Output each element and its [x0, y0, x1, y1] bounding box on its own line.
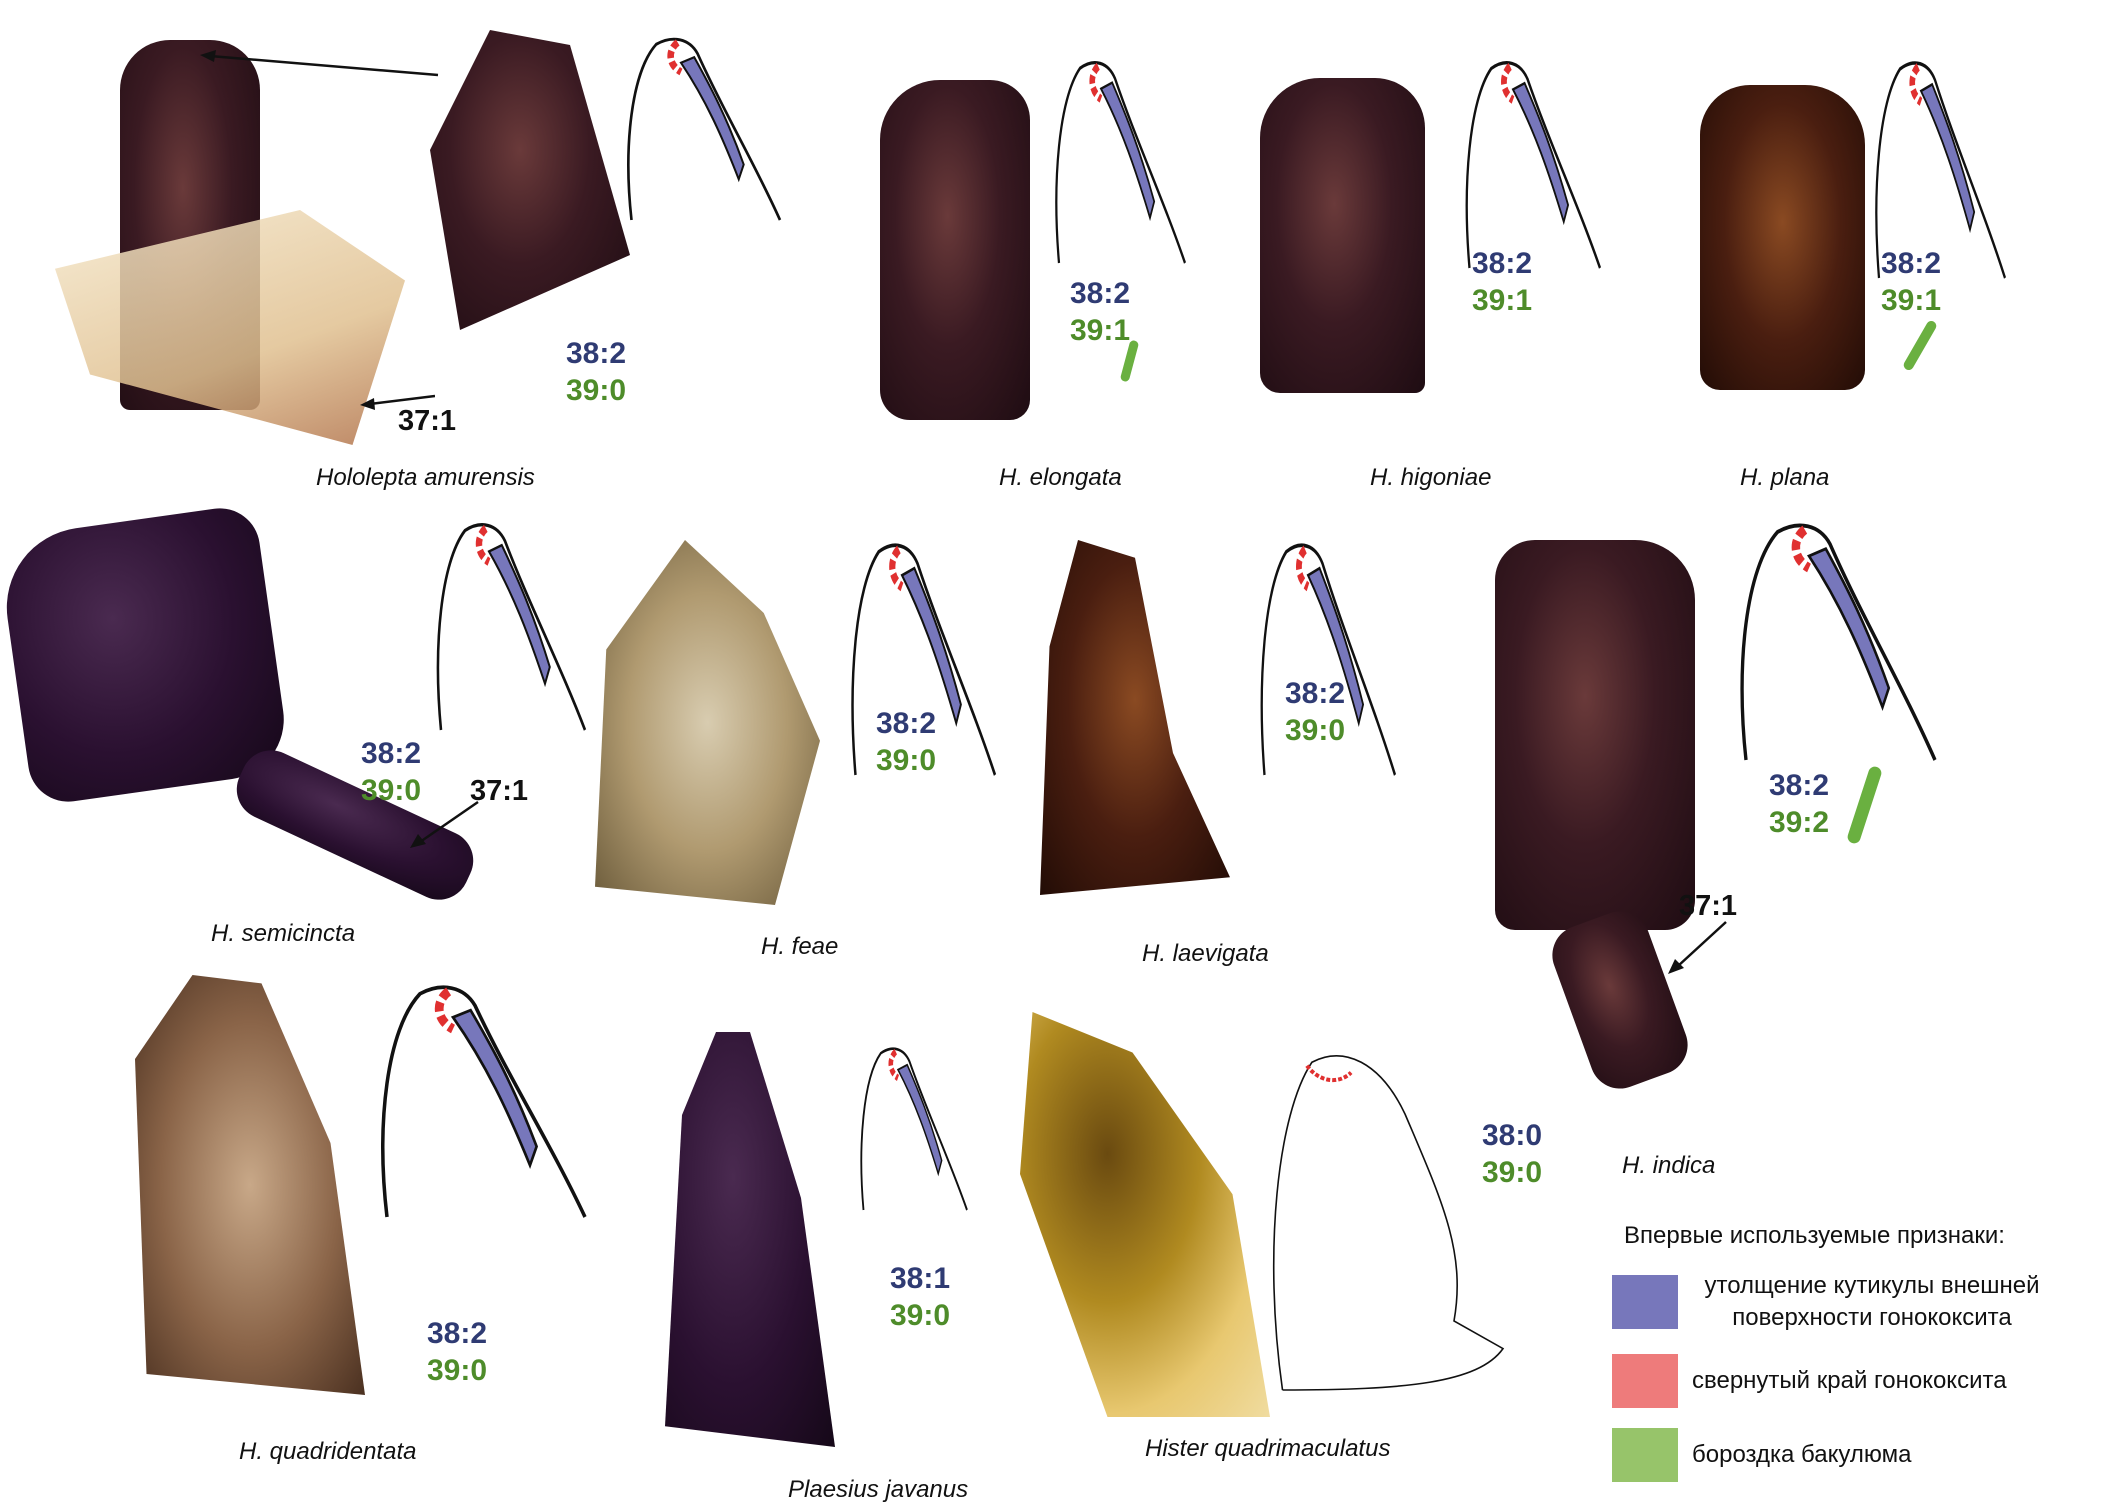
- legend-item-groove: бороздка бакулюма: [1612, 1428, 2092, 1482]
- arrow-icon: [1668, 921, 1727, 974]
- species-caption: H. higoniae: [1370, 464, 1492, 491]
- arrow-icon: [200, 50, 439, 77]
- character-38-code: 38:2: [566, 337, 627, 370]
- character-39-code: 39:0: [566, 374, 627, 407]
- specimen-photo: [1260, 78, 1425, 393]
- legend-item-rolled-edge: свернутый край гонококсита: [1612, 1354, 2092, 1408]
- character-38-code: 38:2: [1070, 277, 1131, 310]
- character-codes: 38:1 39:0: [890, 1260, 950, 1334]
- species-caption: Plaesius javanus: [788, 1476, 969, 1503]
- specimen-photo-enlarged: [430, 30, 630, 330]
- gonocoxite-outline-drawing: [852, 1045, 967, 1210]
- character-codes: 38:2 39:0: [361, 735, 421, 809]
- character-39-code: 39:0: [1285, 714, 1346, 747]
- baculum-groove: [1845, 764, 1884, 846]
- character-codes: 38:2 39:0: [566, 335, 626, 409]
- character-38-code: 38:1: [890, 1262, 951, 1295]
- specimen-photo: [1020, 1012, 1270, 1417]
- gonocoxite-outline-drawing: [1258, 1045, 1503, 1390]
- character-38-code: 38:2: [876, 707, 937, 740]
- character-38-code: 38:0: [1482, 1119, 1543, 1152]
- legend-title: Впервые используемые признаки:: [1624, 1222, 2005, 1249]
- species-caption: Hister quadrimaculatus: [1145, 1435, 1391, 1462]
- character-39-code: 39:0: [427, 1354, 488, 1387]
- species-caption: H. semicincta: [211, 920, 356, 947]
- legend-label: бороздка бакулюма: [1692, 1441, 1912, 1468]
- baculum-groove: [1901, 319, 1939, 372]
- legend-swatch-red: [1612, 1354, 1678, 1408]
- character-codes: 38:2 39:1: [1472, 245, 1532, 319]
- character-codes: 38:2 39:1: [1070, 275, 1130, 349]
- species-caption: H. indica: [1622, 1152, 1716, 1179]
- character-37-code: 37:1: [1679, 890, 1738, 922]
- specimen-photo: [1495, 540, 1695, 930]
- character-38-code: 38:2: [1285, 677, 1346, 710]
- character-38-code: 38:2: [1769, 769, 1830, 802]
- character-38-code: 38:2: [1472, 247, 1533, 280]
- legend-swatch-green: [1612, 1428, 1678, 1482]
- character-codes: 38:2 39:1: [1881, 245, 1941, 319]
- character-39-code: 39:0: [876, 744, 937, 777]
- species-caption: Hololepta amurensis: [316, 464, 535, 491]
- character-codes: 38:2 39:0: [427, 1315, 487, 1389]
- legend-swatch-blue: [1612, 1275, 1678, 1329]
- character-codes: 38:2 39:0: [876, 705, 936, 779]
- gonocoxite-outline-drawing: [1045, 58, 1185, 263]
- legend-item-thickening: утолщение кутикулы внешней поверхности г…: [1612, 1270, 2092, 1334]
- legend-label: утолщение кутикулы внешней поверхности г…: [1704, 1272, 2040, 1331]
- character-39-code: 39:1: [1070, 314, 1131, 347]
- character-39-code: 39:0: [361, 774, 422, 807]
- specimen-photo: [665, 1032, 835, 1447]
- character-38-code: 38:2: [361, 737, 422, 770]
- character-39-code: 39:1: [1472, 284, 1533, 317]
- character-37-code: 37:1: [470, 775, 529, 807]
- species-caption: H. feae: [761, 933, 839, 960]
- specimen-photo: [1040, 540, 1230, 895]
- gonocoxite-outline-drawing: [615, 35, 780, 220]
- character-codes: 38:0 39:0: [1482, 1117, 1542, 1191]
- species-caption: H. quadridentata: [239, 1438, 417, 1465]
- gonocoxite-outline-drawing: [425, 520, 585, 730]
- gonocoxite-outline-drawing: [1455, 58, 1600, 268]
- gonocoxite-outline-drawing: [365, 982, 585, 1217]
- species-caption: H. elongata: [999, 464, 1122, 491]
- gonocoxite-outline-drawing: [1725, 520, 1935, 760]
- specimen-photo: [1700, 85, 1865, 390]
- character-39-code: 39:0: [890, 1299, 951, 1332]
- specimen-photo-membrane: [55, 210, 405, 445]
- specimen-photo: [135, 975, 365, 1395]
- specimen-photo: [595, 540, 820, 905]
- legend: Впервые используемые признаки: утолщение…: [1612, 1222, 2092, 1482]
- character-38-code: 38:2: [427, 1317, 488, 1350]
- arrow-icon: [410, 800, 479, 848]
- character-codes: 38:2 39:2: [1769, 767, 1829, 841]
- arrow-icon: [360, 394, 435, 410]
- character-37-code: 37:1: [398, 405, 457, 437]
- species-caption: H. plana: [1740, 464, 1830, 491]
- character-39-code: 39:2: [1769, 806, 1830, 839]
- character-codes: 38:2 39:0: [1285, 675, 1345, 749]
- species-caption: H. laevigata: [1142, 940, 1269, 967]
- character-38-code: 38:2: [1881, 247, 1942, 280]
- character-39-code: 39:0: [1482, 1156, 1543, 1189]
- legend-label: свернутый край гонококсита: [1692, 1367, 2007, 1394]
- specimen-photo: [880, 80, 1030, 420]
- character-39-code: 39:1: [1881, 284, 1942, 317]
